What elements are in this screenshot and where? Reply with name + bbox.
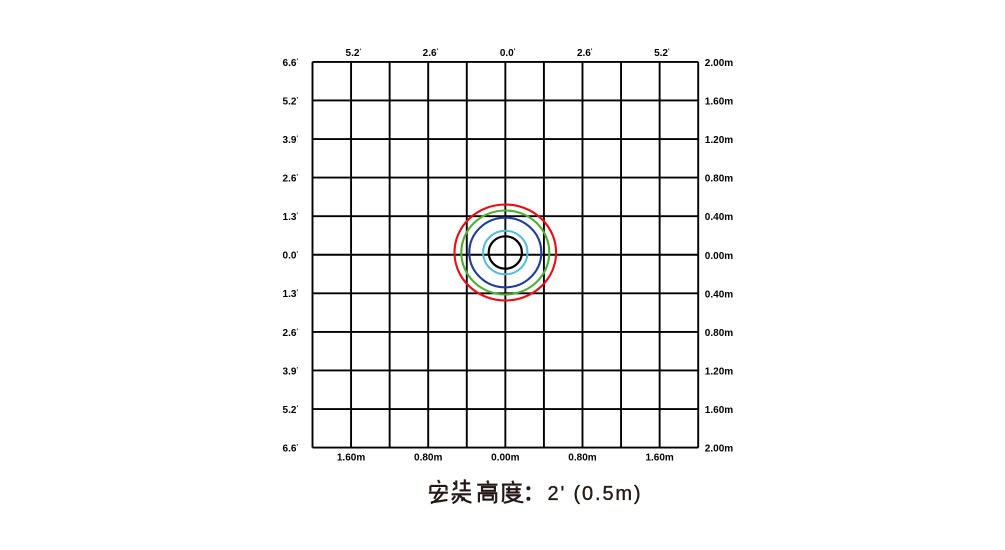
svg-text:1.3': 1.3' [283, 289, 299, 300]
svg-text:0.0': 0.0' [283, 251, 299, 262]
svg-text:3.9': 3.9' [283, 366, 299, 377]
svg-text:5.2': 5.2' [283, 405, 299, 416]
svg-text:0.00m: 0.00m [491, 453, 519, 464]
svg-text:2.00m: 2.00m [705, 58, 733, 69]
svg-text:2.00m: 2.00m [705, 444, 733, 455]
svg-text:1.20m: 1.20m [705, 135, 733, 146]
svg-text:1.3': 1.3' [283, 212, 299, 223]
svg-text:2.6': 2.6' [283, 328, 299, 339]
svg-text:5.2': 5.2' [346, 48, 362, 59]
svg-text:0.40m: 0.40m [705, 212, 733, 223]
svg-text:0.80m: 0.80m [568, 453, 596, 464]
svg-text:3.9': 3.9' [283, 135, 299, 146]
svg-text:2.6': 2.6' [423, 48, 439, 59]
svg-text:5.2': 5.2' [654, 48, 670, 59]
svg-text:6.6': 6.6' [283, 58, 299, 69]
svg-text:2' (0.5m): 2' (0.5m) [548, 483, 643, 505]
svg-text:2.6': 2.6' [283, 174, 299, 185]
svg-text:2.6': 2.6' [577, 48, 593, 59]
svg-text:0.40m: 0.40m [705, 289, 733, 300]
svg-text:1.20m: 1.20m [705, 366, 733, 377]
svg-text:5.2': 5.2' [283, 96, 299, 107]
svg-text:0.80m: 0.80m [705, 328, 733, 339]
svg-text:1.60m: 1.60m [645, 453, 673, 464]
svg-text:1.60m: 1.60m [705, 405, 733, 416]
svg-text:0.00m: 0.00m [705, 251, 733, 262]
svg-text:1.60m: 1.60m [705, 96, 733, 107]
svg-text:6.6': 6.6' [283, 444, 299, 455]
svg-text:1.60m: 1.60m [337, 453, 365, 464]
svg-text:0.0': 0.0' [500, 48, 516, 59]
svg-text:0.80m: 0.80m [705, 174, 733, 185]
svg-text:0.80m: 0.80m [414, 453, 442, 464]
